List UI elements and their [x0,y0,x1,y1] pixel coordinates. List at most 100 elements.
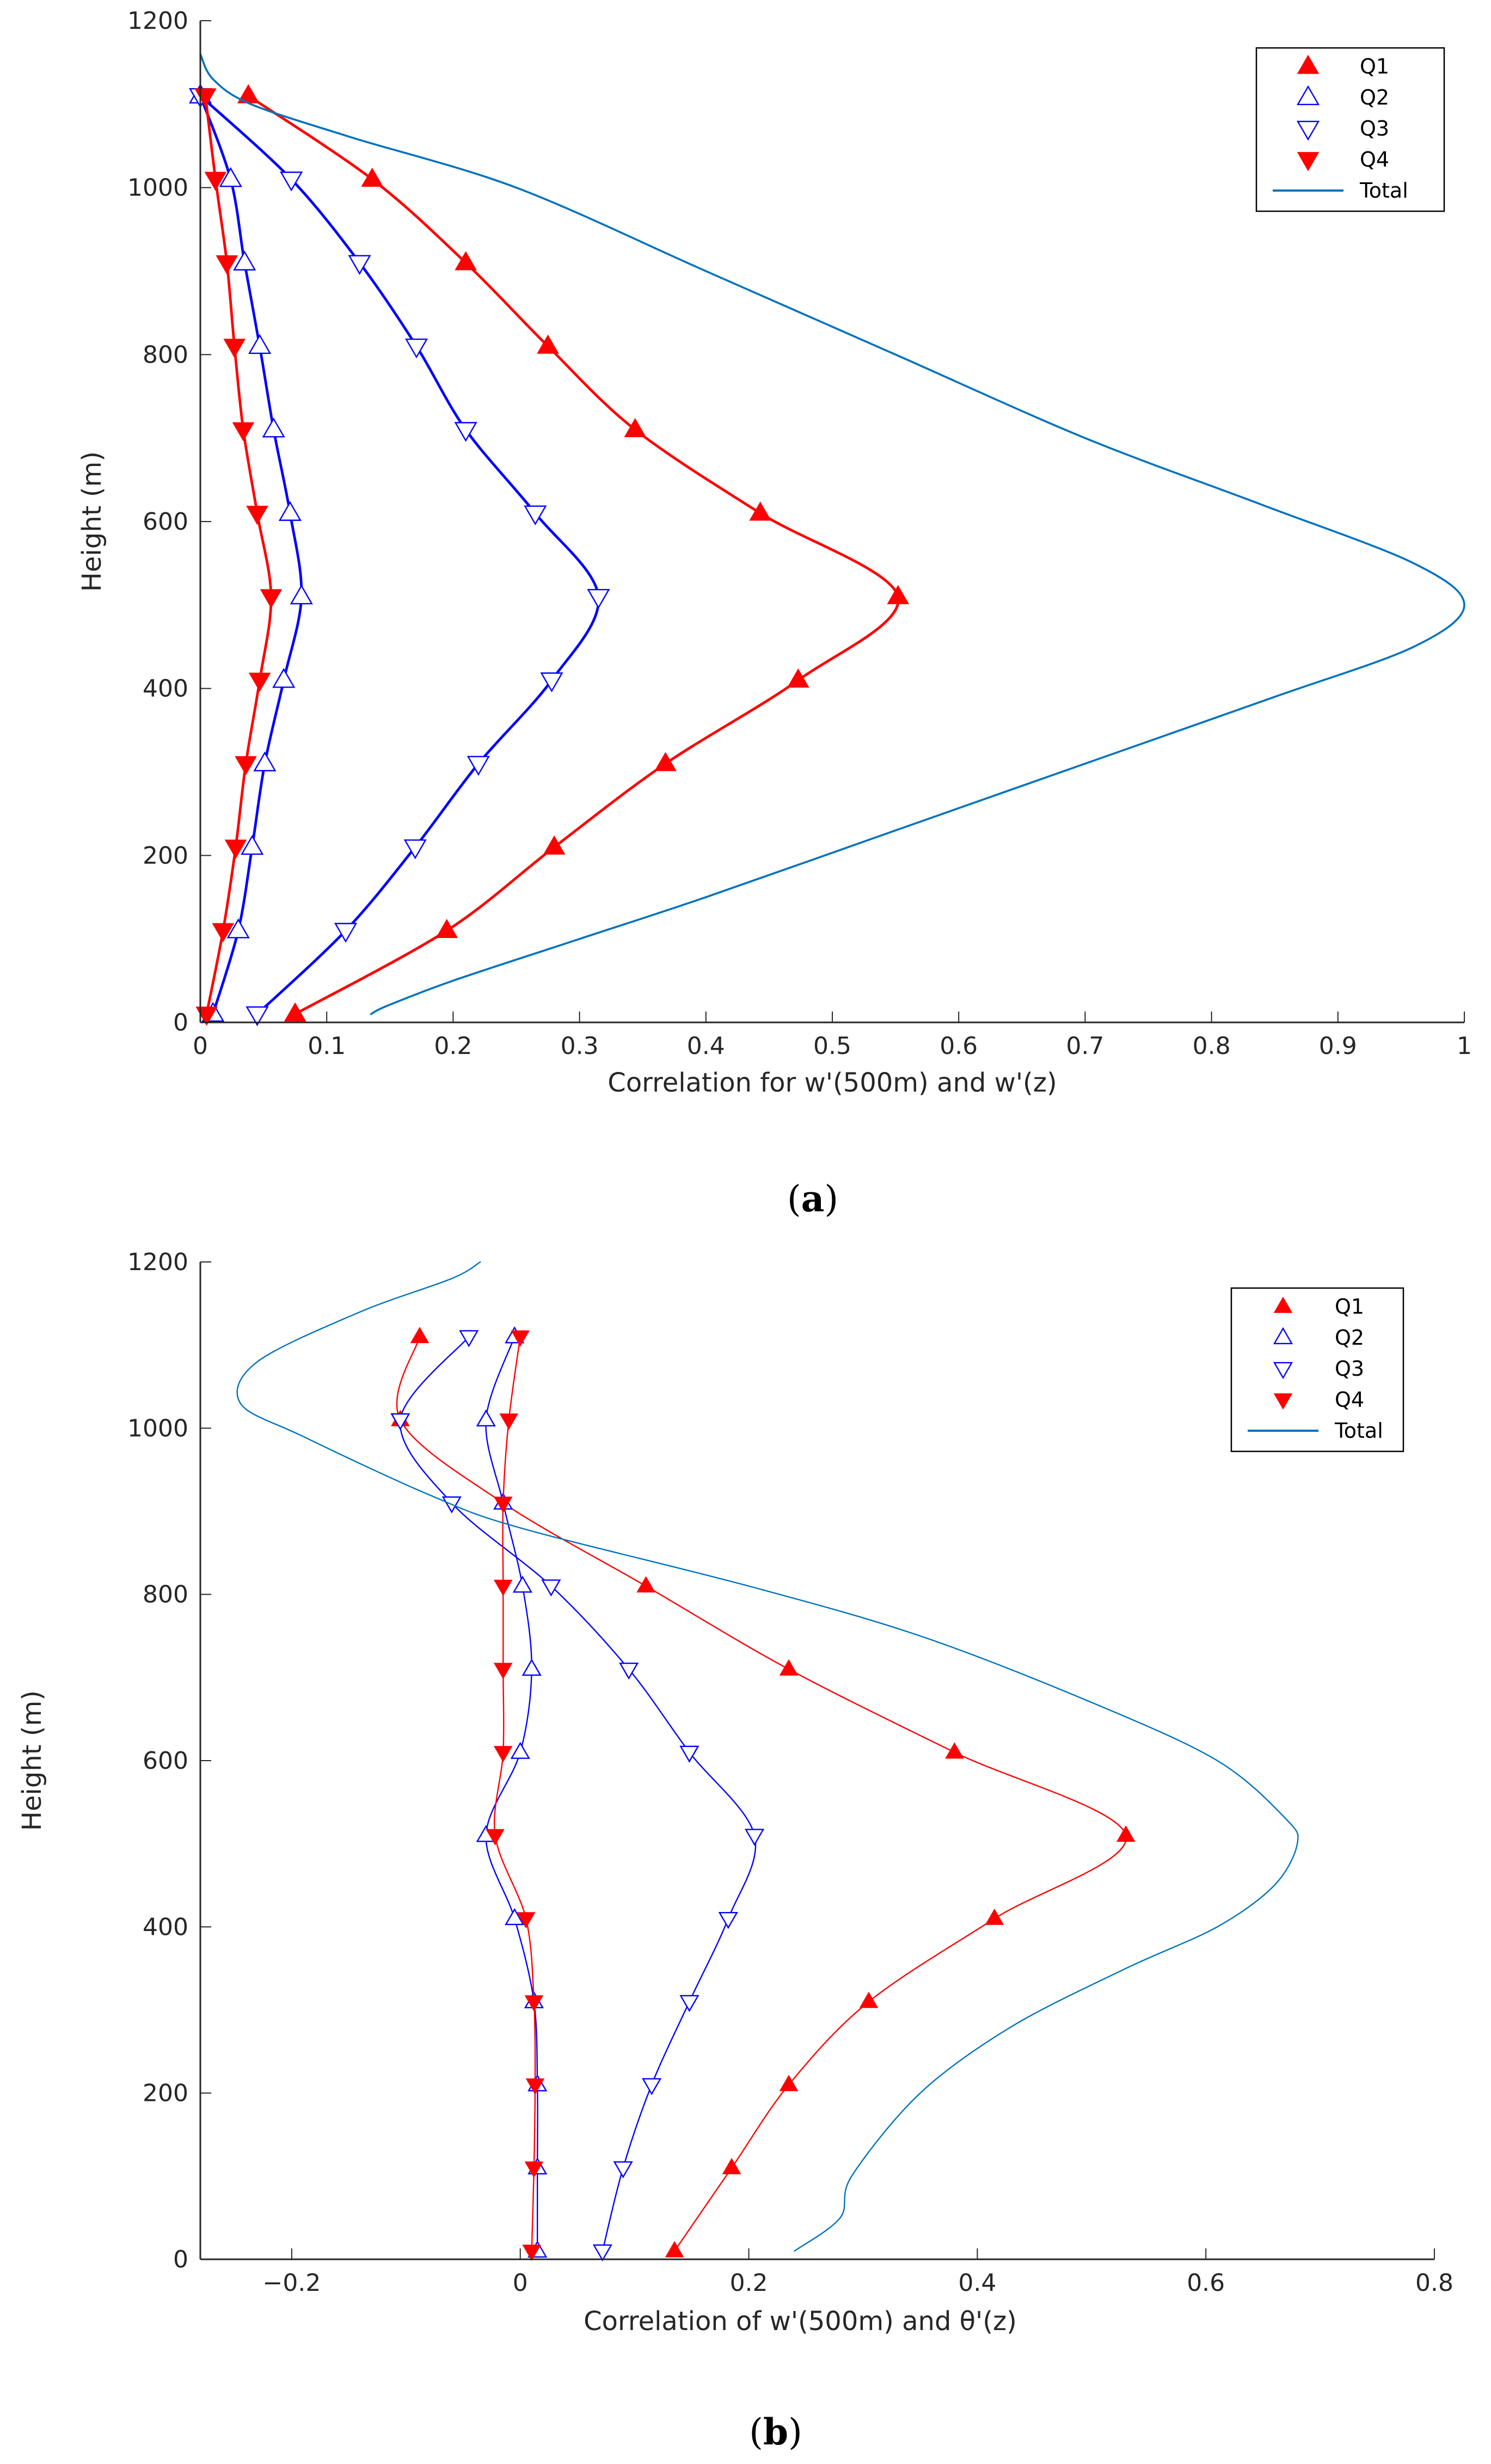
chart-b-series-q4-point [493,1497,513,1513]
chart-b-series-q3-point [744,1829,765,1846]
chart-a-legend-q1-label: Q1 [1360,54,1389,78]
chart-a-series-q1-point [455,251,477,271]
chart-b-x-tick-label: 0.4 [958,2269,996,2297]
chart-a-plot-area [200,21,1464,1022]
chart-b-legend-q4-marker [1273,1393,1293,1410]
chart-a-series-q4-point [248,672,271,692]
chart-b-legend-q3-label: Q3 [1335,1357,1364,1381]
chart-b-x-axis-label: Correlation of w'(500m) and θ'(z) [584,2306,1017,2337]
chart-b-caption: (b) [749,2411,802,2453]
chart-a-series-q4-point [232,422,255,442]
chart-a-series-q4-point [212,923,235,942]
chart-b-legend-box [1230,1287,1404,1452]
chart-a-series-q1-point [361,167,384,187]
chart-b-x-tick-label: 0 [513,2269,528,2297]
chart-a-legend-q4-marker [1297,152,1320,171]
chart-a-x-tick-label: 0.3 [561,1032,599,1060]
chart-b-series-q3-point [390,1413,410,1431]
chart-b-y-tick-label: 600 [143,1747,188,1775]
chart-a-series-q2-point [233,250,256,271]
chart-b-legend-total-label: Total [1334,1419,1383,1443]
chart-b-series-q3-point [459,1330,479,1347]
chart-a-caption: (a) [787,1178,838,1220]
chart-a-x-tick-label: 0.1 [308,1032,346,1060]
chart-a-series-q4-point [216,255,238,275]
chart-a-legend-box [1255,47,1445,212]
chart-b: −0.2 0 0.2 0.4 0.6 0.8 0 200 400 600 800 1000 1200 C… [17,1248,1453,2453]
chart-a-x-tick-label: 0.5 [813,1032,851,1060]
chart-b-y-axis-label: Height (m) [17,1690,47,1831]
chart-a-legend-total-label: Total [1359,179,1408,203]
chart-a-series-q2-point [290,584,313,605]
chart-a-series-q1-point [435,918,458,939]
chart-a-x-tick-label: 0.7 [1066,1032,1104,1060]
chart-a-legend-q2-label: Q2 [1360,85,1389,109]
chart-b-series-q4-point [516,1912,536,1929]
chart-b-series-q3-point [679,1995,700,2012]
chart-b-y-tick-label: 200 [143,2080,188,2107]
chart-b-legend: Q1 Q2 Q3 Q4 Total [1230,1287,1404,1452]
chart-b-series-q3-point [592,2244,612,2261]
chart-b-series-q1-point [410,1327,429,1344]
chart-b-legend-q1-label: Q1 [1335,1295,1364,1319]
chart-a-series-q1-point [887,585,910,604]
chart-a-series-q3-point [524,505,547,526]
chart-b-x-tick-label: 0.6 [1187,2269,1225,2297]
chart-a-y-tick-label: 1200 [127,7,188,35]
chart-a-series-q1-point [749,501,771,521]
chart-b-series-q1-point [1116,1825,1136,1842]
chart-b-series-q1-point [945,1742,964,1759]
chart-b-legend-q2-marker [1273,1327,1293,1345]
chart-a-x-tick-label: 0.9 [1319,1032,1357,1060]
chart-a-series-q4-point [195,1006,218,1026]
chart-a-x-axis-label: Correlation for w'(500m) and w'(z) [608,1068,1057,1098]
chart-b-x-tick-label: 0.8 [1415,2269,1453,2297]
chart-b-series-q1-point [779,2075,799,2092]
chart-b-series-q1-point [722,2157,741,2174]
chart-b-series-q3-point [619,1662,639,1680]
chart-b-legend-q1-marker [1273,1296,1293,1313]
chart-b-series-q2-point [512,1576,533,1593]
chart-a-series-q3-point [403,839,427,860]
chart-a: 0 0.1 0.2 0.3 0.4 0.5 0.6 0.7 0.8 0.9 1 0 200 400 600 8… [77,7,1472,1220]
chart-b-series-q3-point [642,2078,662,2095]
chart-a-series-q2-point [241,835,264,855]
chart-b-legend-q4-label: Q4 [1335,1388,1364,1412]
chart-a-series-q3-point [454,422,477,442]
chart-a-y-tick-label: 400 [143,675,188,703]
chart-b-series-q4-point [524,1995,544,2012]
chart-a-series-q1-point [537,334,559,354]
chart-a-x-tick-label: 0.6 [940,1032,978,1060]
chart-a-series-q3-point [467,756,490,776]
chart-b-series-q4-point [522,2245,542,2261]
chart-a-y-tick-label: 1000 [127,174,188,202]
chart-a-series-q1-point [654,752,677,771]
chart-b-series-q1-point [779,1659,799,1676]
chart-a-series-q3-point [348,255,371,275]
chart-a-legend-q3-marker [1296,120,1320,141]
chart-a-series-q1-point [284,1002,306,1022]
chart-a-y-axis-label: Height (m) [77,451,107,592]
chart-a-series-q4-point [246,505,268,525]
chart-b-series-q1-point [636,1576,655,1593]
chart-a-series-q4-point [235,756,257,776]
chart-a-series-q2-point [226,918,250,939]
chart-b-y-tick-label: 1200 [127,1248,188,1276]
chart-a-series-total-line [199,53,1465,1015]
chart-a-series-q4-point [224,839,247,859]
chart-b-series-q4-point [525,2078,545,2095]
chart-b-series-q4-point [493,1579,513,1596]
chart-a-series-q3-point [280,171,303,192]
chart-a-series-q2-point [219,167,242,187]
chart-a-legend: Q1 Q2 Q3 Q4 Total [1255,47,1445,212]
chart-a-series-q2-point [253,751,277,771]
chart-b-x-tick-label: −0.2 [263,2269,321,2297]
chart-a-legend-q1-marker [1297,54,1320,74]
chart-b-y-tick-label: 1000 [127,1414,188,1442]
chart-b-series-q3-point [613,2161,633,2179]
chart-b-series-q4-point [499,1413,519,1430]
chart-a-series-q2-point [262,417,285,438]
chart-a-x-tick-label: 0.2 [434,1032,472,1060]
chart-b-y-tick-label: 400 [143,1913,188,1941]
